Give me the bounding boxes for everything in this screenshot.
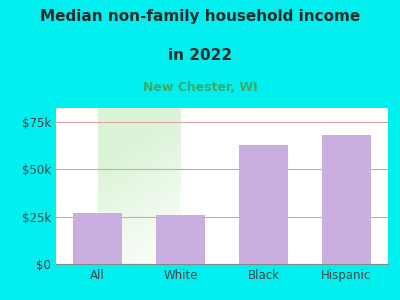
Bar: [73, 213, 122, 264]
Bar: [322, 135, 372, 264]
Bar: [156, 215, 206, 264]
Bar: [238, 145, 288, 264]
Text: in 2022: in 2022: [168, 48, 232, 63]
Text: New Chester, WI: New Chester, WI: [143, 81, 257, 94]
Text: Median non-family household income: Median non-family household income: [40, 9, 360, 24]
